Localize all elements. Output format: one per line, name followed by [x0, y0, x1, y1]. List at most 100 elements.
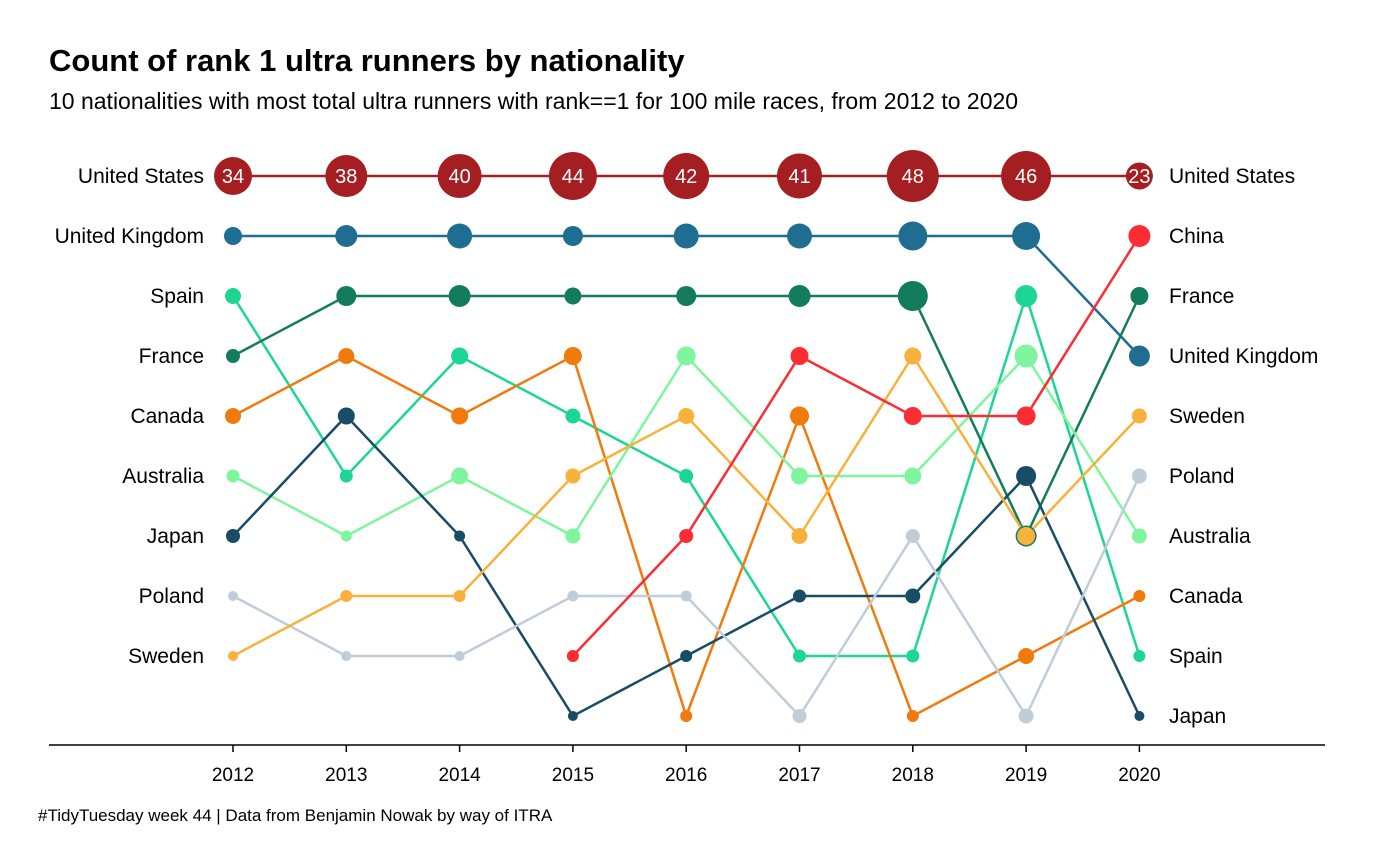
- point-france-2015: [564, 287, 582, 305]
- x-tick-label-2017: 2017: [778, 765, 820, 786]
- point-united-kingdom-2018: [898, 221, 928, 251]
- point-sweden-2016: [678, 408, 695, 424]
- chart-caption: #TidyTuesday week 44 | Data from Benjami…: [38, 806, 553, 825]
- left-label-canada: Canada: [130, 405, 204, 428]
- point-japan-2019: [1016, 466, 1037, 486]
- point-japan-2018: [905, 588, 921, 604]
- point-france-2020: [1130, 287, 1149, 305]
- point-united-states-2012: [214, 157, 252, 195]
- point-canada-2015: [563, 347, 582, 365]
- left-label-poland: Poland: [139, 585, 204, 608]
- x-tick-label-2016: 2016: [665, 765, 707, 786]
- series-line-sweden: [232, 353, 1141, 658]
- point-canada-2019: [1018, 648, 1035, 664]
- series-points: [214, 150, 1153, 724]
- point-united-kingdom-2019: [1012, 222, 1041, 250]
- point-japan-2016: [680, 650, 693, 662]
- point-australia-2020: [1131, 528, 1147, 544]
- point-sweden-2019: [1017, 527, 1036, 545]
- point-united-states-2014: [437, 154, 482, 198]
- point-australia-2019: [1014, 344, 1038, 368]
- chart-subtitle: 10 nationalities with most total ultra r…: [49, 88, 1019, 114]
- point-sweden-2012: [228, 651, 238, 661]
- count-label-united-states-2012: 34: [222, 166, 244, 188]
- point-sweden-2020: [1131, 408, 1147, 424]
- right-label-japan: Japan: [1169, 705, 1226, 728]
- left-label-france: France: [139, 345, 204, 368]
- point-australia-2013: [340, 530, 352, 542]
- point-france-2013: [336, 286, 357, 306]
- point-japan-2014: [454, 530, 466, 542]
- point-sweden-2018: [904, 347, 922, 365]
- count-label-united-states-2019: 46: [1015, 166, 1037, 188]
- point-china-2020: [1128, 225, 1151, 247]
- point-united-kingdom-2015: [562, 226, 583, 246]
- point-spain-2015: [565, 408, 581, 424]
- point-sweden-2017: [791, 528, 808, 544]
- point-france-2014: [448, 285, 471, 307]
- x-tick-label-2019: 2019: [1005, 765, 1047, 786]
- point-united-kingdom-2017: [787, 223, 812, 249]
- point-japan-2020: [1134, 711, 1145, 721]
- point-united-kingdom-2020: [1128, 345, 1150, 367]
- series-lines: [231, 174, 1141, 720]
- point-canada-2014: [451, 407, 469, 425]
- point-spain-2016: [679, 469, 694, 483]
- point-australia-2016: [676, 346, 696, 366]
- point-sweden-2014: [453, 590, 466, 602]
- point-united-states-2019: [1001, 151, 1052, 201]
- count-labels: 34 38 40 44 42 41 48 46 23: [222, 166, 1151, 188]
- right-label-france: France: [1169, 285, 1234, 308]
- point-australia-2015: [565, 528, 581, 544]
- point-spain-2019: [1015, 285, 1038, 307]
- count-label-united-states-2015: 44: [562, 166, 584, 188]
- point-spain-2014: [451, 347, 469, 365]
- point-united-states-2018: [886, 150, 939, 202]
- x-tick-label-2015: 2015: [552, 765, 594, 786]
- point-poland-2013: [341, 651, 352, 661]
- point-poland-2018: [905, 529, 920, 543]
- point-japan-2017: [793, 589, 806, 603]
- point-spain-2013: [339, 469, 353, 483]
- point-united-kingdom-2014: [447, 223, 473, 249]
- x-tick-label-2018: 2018: [892, 765, 934, 786]
- point-australia-2018: [904, 467, 922, 485]
- point-china-2016: [679, 529, 694, 543]
- left-label-spain: Spain: [150, 285, 204, 308]
- right-label-china: China: [1169, 225, 1224, 248]
- point-canada-2017: [790, 406, 809, 426]
- point-japan-2012: [226, 529, 240, 543]
- chart-title: Count of rank 1 ultra runners by nationa…: [49, 43, 685, 78]
- left-label-united-kingdom: United Kingdom: [55, 225, 204, 248]
- point-japan-2013: [337, 407, 355, 425]
- point-united-states-2016: [663, 153, 710, 199]
- count-label-united-states-2020: 23: [1128, 166, 1150, 188]
- left-label-japan: Japan: [147, 525, 204, 548]
- series-line-japan: [232, 414, 1141, 718]
- point-china-2019: [1016, 406, 1036, 426]
- point-australia-2012: [226, 469, 240, 483]
- point-poland-2019: [1018, 708, 1034, 724]
- x-tick-label-2012: 2012: [212, 765, 254, 786]
- point-sweden-2013: [340, 590, 353, 602]
- point-united-states-2020: [1125, 162, 1153, 190]
- point-poland-2012: [228, 591, 238, 601]
- point-china-2018: [903, 407, 922, 425]
- count-label-united-states-2017: 41: [788, 166, 810, 188]
- x-axis: 2012 2013 2014 2015 2016 2017 2018 2019 2020: [212, 745, 1161, 786]
- left-label-australia: Australia: [122, 465, 204, 488]
- point-poland-2016: [680, 590, 692, 602]
- series-line-china: [571, 235, 1141, 657]
- count-label-united-states-2016: 42: [675, 166, 697, 188]
- count-label-united-states-2018: 48: [902, 166, 924, 188]
- point-united-kingdom-2016: [673, 223, 699, 249]
- count-label-united-states-2014: 40: [448, 166, 470, 188]
- point-france-2012: [226, 349, 240, 363]
- point-poland-2017: [792, 709, 807, 723]
- count-label-united-states-2013: 38: [335, 166, 357, 188]
- point-poland-2014: [454, 651, 465, 661]
- point-united-states-2013: [325, 155, 368, 197]
- point-france-2016: [676, 286, 697, 306]
- right-label-united-kingdom: United Kingdom: [1169, 345, 1318, 368]
